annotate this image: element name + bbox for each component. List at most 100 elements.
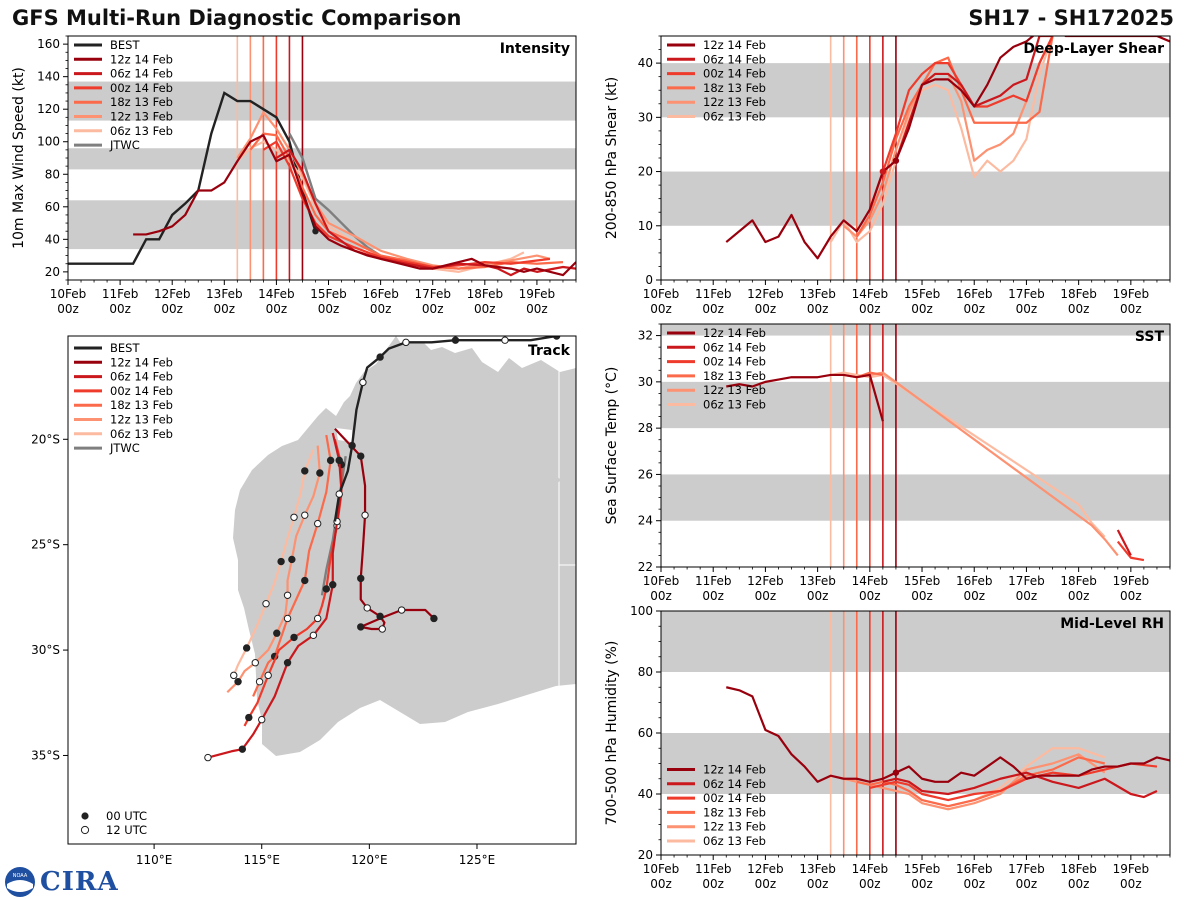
rh-ytick-label: 80	[638, 665, 653, 679]
noaa-badge-text: NOAA	[13, 873, 28, 879]
rh-xtick-day: 18Feb	[1060, 862, 1097, 876]
intensity-xtick-day: 14Feb	[258, 287, 295, 301]
intensity-xtick-hour: 00z	[526, 302, 548, 316]
intensity-legend-label: 12z 13 Feb	[110, 110, 173, 124]
intensity-ytick-label: 140	[37, 70, 60, 84]
track-point	[335, 456, 343, 465]
shear-legend-label: 12z 13 Feb	[703, 95, 766, 109]
shear-xtick-day: 19Feb	[1113, 287, 1150, 301]
track-point	[397, 606, 406, 614]
sst-xtick-day: 10Feb	[643, 574, 680, 588]
shear-ytick-label: 30	[638, 110, 653, 124]
track-point	[245, 713, 253, 722]
sst-plot-area	[661, 324, 1170, 567]
track-best-point	[335, 490, 343, 498]
island	[550, 477, 560, 483]
intensity-ytick-label: 120	[37, 102, 60, 116]
track-point	[290, 633, 298, 642]
sst-series-5	[830, 371, 1106, 538]
track-point	[255, 677, 264, 686]
track-legend-00utc-marker	[81, 812, 89, 820]
track-legend-label: JTWC	[109, 441, 140, 455]
track-point	[301, 511, 309, 519]
sst-xtick-day: 13Feb	[799, 574, 836, 588]
intensity-ylabel: 10m Max Wind Speed (kt)	[11, 67, 27, 249]
track-xtick-label: 110°E	[136, 853, 173, 867]
rh-ytick-label: 100	[630, 604, 653, 618]
sst-band	[661, 324, 1170, 336]
sst-legend-label: 12z 14 Feb	[703, 326, 766, 340]
intensity-legend-label: BEST	[110, 38, 140, 52]
track-point	[378, 625, 386, 633]
track-point	[326, 456, 335, 465]
track-point	[329, 581, 337, 589]
sst-xtick-hour: 00z	[1068, 589, 1090, 603]
bay-water	[336, 428, 352, 442]
shear-xtick-hour: 00z	[859, 302, 881, 316]
sst-band	[661, 474, 1170, 521]
sst-xtick-day: 19Feb	[1113, 574, 1150, 588]
sst-xtick-day: 12Feb	[747, 574, 784, 588]
track-point	[288, 555, 296, 564]
intensity-xtick-day: 19Feb	[519, 287, 556, 301]
intensity-best-current-point	[312, 228, 319, 235]
sst-xtick-hour: 00z	[755, 589, 777, 603]
intensity-xtick-hour: 00z	[57, 302, 79, 316]
sst-xtick-day: 16Feb	[956, 574, 993, 588]
sst-xtick-hour: 00z	[650, 589, 672, 603]
intensity-legend-label: 06z 14 Feb	[110, 67, 173, 81]
cira-logo-text: CIRA	[40, 867, 119, 897]
intensity-ytick-label: 40	[45, 232, 60, 246]
track-best-point	[348, 441, 356, 450]
rh-current-point	[892, 769, 900, 776]
sst-xtick-hour: 00z	[1120, 589, 1142, 603]
track-best-line	[333, 336, 557, 522]
shear-xtick-day: 17Feb	[1008, 287, 1045, 301]
track-legend-label: 06z 14 Feb	[110, 370, 173, 384]
intensity-xtick-day: 16Feb	[362, 287, 399, 301]
sst-xtick-day: 11Feb	[695, 574, 732, 588]
page-title: GFS Multi-Run Diagnostic Comparison	[12, 6, 462, 30]
track-ytick-label: 30°S	[31, 643, 60, 657]
track-point	[357, 574, 365, 583]
sst-ytick-label: 26	[638, 467, 653, 481]
track-point	[238, 745, 247, 753]
sst-panel: 22242628303210Feb00z11Feb00z12Feb00z13Fe…	[604, 323, 1171, 603]
shear-legend-label: 12z 14 Feb	[703, 38, 766, 52]
shear-xtick-day: 12Feb	[747, 287, 784, 301]
sst-ylabel: Sea Surface Temp (°C)	[604, 367, 620, 525]
rh-xtick-hour: 00z	[1068, 877, 1090, 891]
track-point	[277, 557, 285, 566]
intensity-band	[68, 148, 576, 170]
sst-ytick-label: 24	[638, 514, 653, 528]
intensity-xtick-day: 11Feb	[102, 287, 139, 301]
shear-xtick-hour: 00z	[911, 302, 933, 316]
rh-xtick-day: 13Feb	[799, 862, 836, 876]
shear-legend-label: 06z 14 Feb	[703, 52, 766, 66]
rh-ytick-label: 20	[638, 848, 653, 862]
track-point	[234, 677, 242, 686]
intensity-legend-label: JTWC	[109, 138, 140, 152]
sst-legend-label: 06z 13 Feb	[703, 398, 766, 412]
sst-xtick-hour: 00z	[807, 589, 829, 603]
intensity-ytick-label: 20	[45, 265, 60, 279]
rh-xtick-day: 16Feb	[956, 862, 993, 876]
intensity-ytick-label: 60	[45, 200, 60, 214]
shear-title: Deep-Layer Shear	[1023, 41, 1164, 57]
track-point	[357, 623, 365, 631]
intensity-xtick-hour: 00z	[318, 302, 340, 316]
track-title: Track	[528, 343, 571, 359]
rh-legend-label: 06z 13 Feb	[703, 834, 766, 848]
rh-band	[661, 733, 1170, 794]
intensity-xtick-hour: 00z	[370, 302, 392, 316]
track-legend-12utc-label: 12 UTC	[106, 823, 147, 837]
intensity-legend-label: 18z 13 Feb	[110, 95, 173, 109]
shear-legend-label: 06z 13 Feb	[703, 110, 766, 124]
rh-xtick-day: 14Feb	[852, 862, 889, 876]
sst-xtick-hour: 00z	[1016, 589, 1038, 603]
intensity-xtick-hour: 00z	[266, 302, 288, 316]
rh-title: Mid-Level RH	[1060, 616, 1164, 632]
shear-ytick-label: 20	[638, 165, 653, 179]
track-point	[262, 600, 270, 608]
track-point	[309, 631, 318, 640]
